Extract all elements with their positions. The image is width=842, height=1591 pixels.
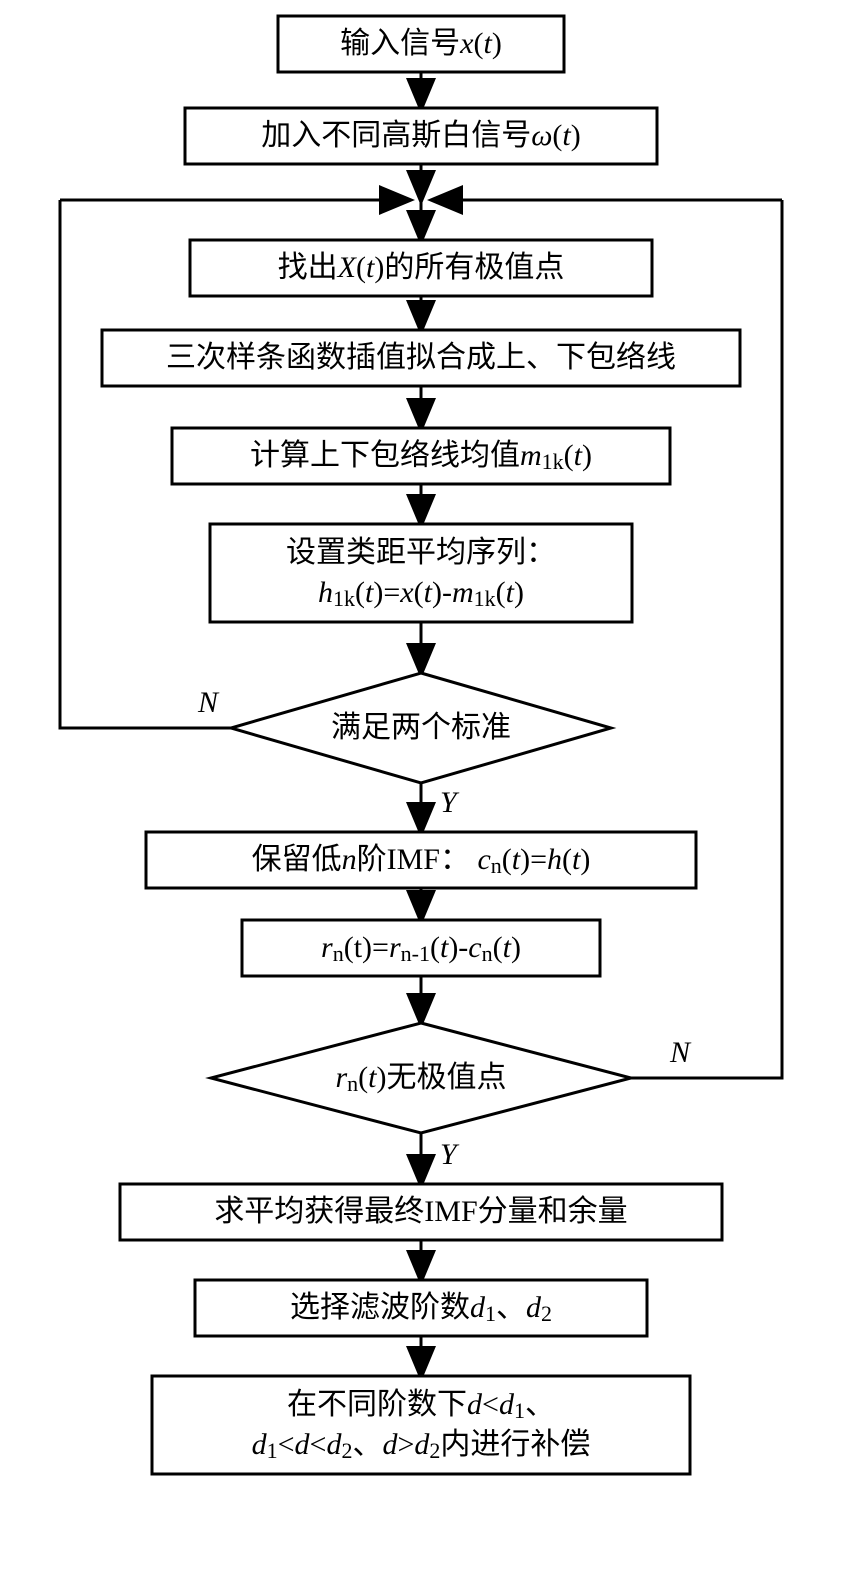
flowchart-text-d1: 满足两个标准	[331, 711, 511, 744]
flowchart-text-n9: 求平均获得最终IMF分量和余量	[214, 1195, 627, 1228]
edge-label: N	[197, 686, 220, 719]
flowchart-text-n3: 找出X(t)的所有极值点	[278, 251, 565, 284]
edge-label: N	[669, 1036, 692, 1069]
flowchart-text-n10: 选择滤波阶数d1、d2	[290, 1291, 552, 1326]
flowchart-svg: 输入信号x(t) 加入不同高斯白信号ω(t) 找出X(t)的所有极值点三次样条函数插…	[0, 0, 842, 1591]
flowchart-text-d2: rn(t)无极值点	[335, 1061, 506, 1096]
flowchart-text-n11-line1: d1<d<d2、d>d2内进行补偿	[252, 1428, 591, 1463]
edge-label: Y	[440, 786, 460, 819]
flowchart-text-n6-line0: 设置类距平均序列：	[286, 536, 556, 569]
flowchart-text-n2: 加入不同高斯白信号ω(t)	[261, 119, 581, 152]
flowchart-text-n7: 保留低n阶IMF： cn(t)=h(t)	[252, 843, 591, 878]
flowchart-text-n4: 三次样条函数插值拟合成上、下包络线	[166, 341, 676, 374]
flowchart-text-n5: 计算上下包络线均值m1k(t)	[250, 439, 592, 474]
flowchart-text-n1: 输入信号x(t)	[340, 27, 502, 60]
edge-label: Y	[440, 1138, 460, 1171]
